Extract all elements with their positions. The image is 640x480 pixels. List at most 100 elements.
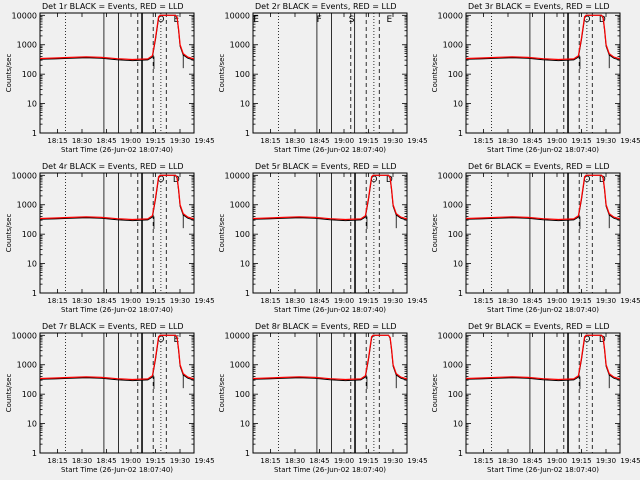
y-tick-label: 10 [453, 420, 463, 429]
x-tick-label: 18:30 [498, 457, 518, 465]
x-tick-label: 19:30 [596, 137, 616, 145]
y-tick-label: 1 [458, 289, 463, 298]
panel-det-2: Det 2r BLACK = Events, RED = LLD 1 10 100 10… [218, 2, 428, 154]
x-tick-label: 19:45 [407, 137, 427, 145]
y-axis-label: Counts/sec [218, 214, 226, 253]
plot-frame [252, 332, 408, 454]
x-tick-label: 18:30 [72, 457, 92, 465]
events-line [40, 14, 194, 62]
x-tick-label: 19:00 [334, 457, 354, 465]
x-tick-label: 19:45 [407, 297, 427, 305]
marker-letter: F [317, 15, 322, 25]
lld-line [466, 334, 620, 381]
y-tick-label: 100 [22, 390, 37, 399]
x-tick-label: 19:45 [620, 297, 640, 305]
marker-letter: E [386, 15, 392, 25]
y-tick-label: 1000 [443, 201, 463, 210]
panel-title: Det 2r BLACK = Events, RED = LLD [255, 2, 397, 11]
y-axis-label: Counts/sec [5, 374, 13, 413]
x-tick-label: 19:00 [121, 457, 141, 465]
y-tick-label: 10 [453, 260, 463, 269]
x-tick-label: 18:30 [498, 297, 518, 305]
x-tick-label: 19:30 [170, 297, 190, 305]
events-line [466, 174, 620, 222]
y-tick-label: 10 [453, 100, 463, 109]
y-tick-label: 10000 [12, 11, 37, 20]
marker-lines [65, 173, 167, 293]
marker-lines [65, 333, 167, 453]
y-axis-label: Counts/sec [218, 54, 226, 93]
y-tick-label: 1 [458, 129, 463, 138]
marker-letter: S [349, 15, 355, 25]
x-tick-label: 19:00 [334, 137, 354, 145]
y-tick-label: 10 [27, 100, 37, 109]
panel-det-3: Det 3r BLACK = Events, RED = LLD 1 10 100 10… [431, 2, 640, 154]
y-tick-label: 1000 [230, 41, 250, 50]
x-tick-label: 19:00 [547, 457, 567, 465]
marker-lines [491, 333, 593, 453]
marker-letter: O [583, 335, 590, 345]
x-tick-label: 18:45 [96, 297, 116, 305]
marker-letter: D [599, 15, 606, 25]
x-tick-label: 18:45 [96, 137, 116, 145]
y-tick-label: 1 [32, 289, 37, 298]
plot-frame [465, 332, 621, 454]
y-tick-label: 1 [245, 449, 250, 458]
x-tick-label: 19:30 [383, 457, 403, 465]
x-tick-label: 19:45 [407, 457, 427, 465]
panel-title: Det 1r BLACK = Events, RED = LLD [42, 2, 184, 11]
y-tick-label: 10 [240, 100, 250, 109]
y-tick-label: 1 [245, 129, 250, 138]
lld-line [253, 174, 407, 221]
lld-line [253, 334, 407, 381]
y-tick-label: 1 [245, 289, 250, 298]
panel-title: Det 9r BLACK = Events, RED = LLD [468, 322, 610, 331]
y-tick-label: 10000 [438, 171, 463, 180]
events-line [253, 174, 407, 222]
marker-letter: E [173, 15, 179, 25]
panel-det-6: Det 6r BLACK = Events, RED = LLD 1 10 100 10… [431, 162, 640, 314]
series-group [40, 14, 194, 69]
x-tick-label: 19:15 [145, 137, 165, 145]
plot-frame [39, 172, 195, 294]
x-tick-label: 18:30 [72, 137, 92, 145]
marker-letter: E [253, 15, 259, 25]
x-axis-label: Start Time (26-Jun-02 18:07:40) [61, 306, 173, 314]
x-tick-label: 18:45 [522, 297, 542, 305]
x-tick-label: 18:15 [47, 297, 67, 305]
y-tick-label: 10000 [225, 171, 250, 180]
y-axis-label: Counts/sec [5, 214, 13, 253]
y-tick-label: 10000 [225, 11, 250, 20]
y-axis-label: Counts/sec [218, 374, 226, 413]
y-tick-label: 10 [27, 420, 37, 429]
x-tick-label: 18:15 [47, 137, 67, 145]
panel-title: Det 8r BLACK = Events, RED = LLD [255, 322, 397, 331]
x-tick-label: 19:45 [194, 297, 214, 305]
marker-letter: D [173, 175, 180, 185]
plot-frame [39, 12, 195, 134]
marker-letter: O [583, 175, 590, 185]
x-tick-label: 18:45 [309, 297, 329, 305]
y-axis-label: Counts/sec [431, 54, 439, 93]
x-tick-label: 19:15 [358, 297, 378, 305]
x-tick-label: 19:00 [121, 297, 141, 305]
x-tick-label: 18:30 [285, 297, 305, 305]
y-tick-label: 10000 [438, 11, 463, 20]
x-tick-label: 18:30 [72, 297, 92, 305]
y-tick-label: 10 [240, 260, 250, 269]
x-axis-label: Start Time (26-Jun-02 18:07:40) [487, 146, 599, 154]
x-tick-label: 19:30 [383, 297, 403, 305]
x-tick-label: 18:45 [309, 137, 329, 145]
events-line [40, 174, 194, 222]
x-tick-label: 19:30 [383, 137, 403, 145]
x-tick-label: 19:15 [358, 457, 378, 465]
series-group [466, 174, 620, 229]
x-tick-label: 18:15 [473, 297, 493, 305]
y-tick-label: 100 [448, 70, 463, 79]
y-tick-label: 1000 [17, 201, 37, 210]
y-tick-label: 10000 [225, 331, 250, 340]
x-tick-label: 19:00 [547, 297, 567, 305]
x-axis-label: Start Time (26-Jun-02 18:07:40) [487, 466, 599, 474]
x-tick-label: 19:00 [547, 137, 567, 145]
series-group [253, 174, 407, 229]
